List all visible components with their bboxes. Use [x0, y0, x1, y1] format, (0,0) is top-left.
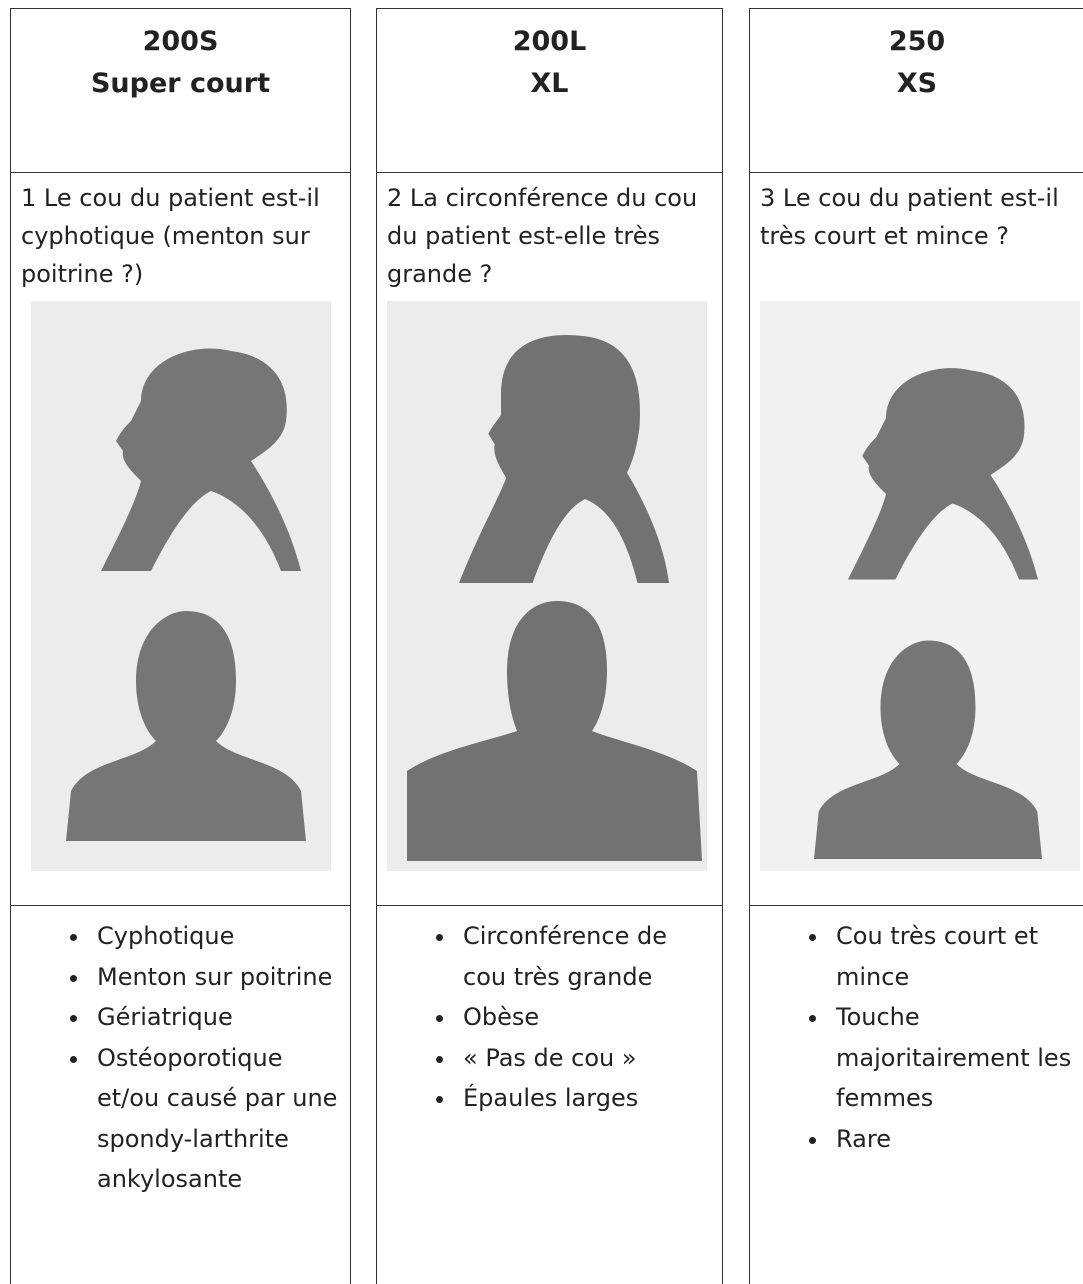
- column-header: 200S Super court: [11, 9, 350, 173]
- feature: « Pas de cou »: [457, 1038, 714, 1079]
- column: 250 XS 3 Le cou du patient est-il très c…: [749, 8, 1083, 1284]
- column: 200S Super court 1 Le cou du patient est…: [10, 8, 351, 1284]
- column: 200L XL 2 La circonférence du cou du pat…: [376, 8, 723, 1284]
- feature-list: Cou très court et mince Touche majoritai…: [750, 906, 1083, 1159]
- silhouette-image: [31, 301, 331, 871]
- feature: Cou très court et mince: [830, 916, 1080, 997]
- feature-list: Circonférence de cou très grande Obèse «…: [377, 906, 722, 1119]
- feature: Cyphotique: [91, 916, 342, 957]
- feature-list: Cyphotique Menton sur poitrine Gériatriq…: [11, 906, 350, 1200]
- size-name: XS: [896, 68, 938, 99]
- code: 200S: [142, 26, 219, 57]
- question: 3 Le cou du patient est-il très court et…: [760, 184, 1059, 250]
- feature: Ostéoporotique et/ou causé par une spond…: [91, 1038, 342, 1200]
- feature: Menton sur poitrine: [91, 957, 342, 998]
- silhouette-image: [760, 301, 1080, 871]
- code: 250: [888, 26, 946, 57]
- feature: Touche majoritairement les femmes: [830, 997, 1080, 1119]
- feature: Obèse: [457, 997, 714, 1038]
- silhouettes: [11, 301, 350, 906]
- feature: Rare: [830, 1119, 1080, 1160]
- silhouette-image: [387, 301, 707, 871]
- feature: Gériatrique: [91, 997, 342, 1038]
- silhouettes: [750, 301, 1083, 906]
- question: 2 La circonférence du cou du patient est…: [387, 184, 698, 288]
- feature: Circonférence de cou très grande: [457, 916, 714, 997]
- feature: Épaules larges: [457, 1078, 714, 1119]
- column-header: 250 XS: [750, 9, 1083, 173]
- code: 200L: [512, 26, 587, 57]
- size-name: XL: [530, 68, 569, 99]
- question: 1 Le cou du patient est-il cyphotique (m…: [21, 184, 320, 288]
- silhouettes: [377, 301, 722, 906]
- column-header: 200L XL: [377, 9, 722, 173]
- size-name: Super court: [90, 68, 271, 99]
